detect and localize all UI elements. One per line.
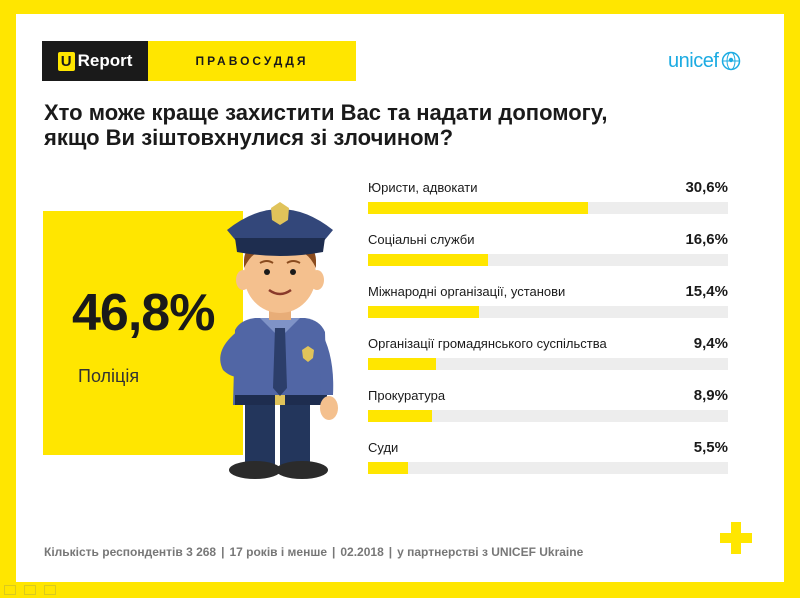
- unicef-logo: unicef: [668, 46, 741, 76]
- bar-label: Суди: [368, 440, 399, 455]
- bar-value-label: 16,6%: [685, 231, 728, 248]
- bar-track: [368, 202, 728, 214]
- bar-track: [368, 462, 728, 474]
- footer-separator: |: [221, 545, 225, 559]
- bar-track: [368, 410, 728, 422]
- page-title: Хто може краще захистити Вас та надати д…: [44, 100, 724, 150]
- bar: [368, 462, 408, 474]
- bar-track: [368, 254, 728, 266]
- footer-partner: у партнерстві з UNICEF Ukraine: [397, 545, 584, 559]
- bar-row: Прокуратура 8,9%: [368, 387, 728, 428]
- title-line-1: Хто може краще захистити Вас та надати д…: [44, 100, 608, 125]
- footer-date: 02.2018: [340, 545, 384, 559]
- footer: Кількість респондентів 3 268 | 17 років і …: [44, 545, 583, 559]
- footer-separator: |: [388, 545, 393, 559]
- bar-label: Прокуратура: [368, 388, 446, 403]
- bar: [368, 410, 432, 422]
- bar-track: [368, 358, 728, 370]
- bar-value-label: 9,4%: [693, 335, 728, 352]
- bar: [368, 306, 479, 318]
- bar-label: Організації громадянського суспільства: [368, 336, 607, 351]
- bar-row: Суди 5,5%: [368, 439, 728, 480]
- globe-icon: [722, 51, 741, 71]
- ureport-logo[interactable]: U Report: [42, 41, 148, 81]
- highlight-value: 46,8%: [72, 284, 215, 342]
- highlight-box: [43, 211, 243, 455]
- bar-value-label: 15,4%: [685, 283, 728, 300]
- slide-control-icon[interactable]: [24, 585, 36, 595]
- unicef-wordmark: unicef: [668, 49, 719, 72]
- bar-track: [368, 306, 728, 318]
- bar-row: Організації громадянського суспільства 9,…: [368, 335, 728, 376]
- slide-control-icon[interactable]: [44, 585, 56, 595]
- bar: [368, 358, 436, 370]
- bar-row: Юристи, адвокати 30,6%: [368, 179, 728, 220]
- title-line-2: якщо Ви зіштовхнулися зі злочином?: [44, 125, 454, 150]
- highlight-label: Поліція: [78, 366, 140, 386]
- bar-value-label: 5,5%: [693, 439, 728, 456]
- police-officer-illustration: [220, 202, 338, 479]
- footer-separator: |: [332, 545, 336, 559]
- plus-icon: [720, 522, 752, 554]
- footer-age: 17 років і менше: [229, 545, 328, 559]
- footer-respondents: Кількість респондентів 3 268: [44, 545, 217, 559]
- bar-label: Міжнародні організації, установи: [368, 284, 566, 299]
- slide-control-icon[interactable]: [4, 585, 16, 595]
- bar-row: Міжнародні організації, установи 15,4%: [368, 283, 728, 324]
- bar-label: Соціальні служби: [368, 232, 475, 247]
- bar-value-label: 30,6%: [685, 179, 728, 196]
- section-label: ПРАВОСУДДЯ: [148, 41, 356, 81]
- bar-value-label: 8,9%: [693, 387, 728, 404]
- ureport-logo-text: Report: [77, 51, 133, 70]
- bar-row: Соціальні служби 16,6%: [368, 231, 728, 272]
- header-bar: U Report ПРАВОСУДДЯ: [42, 41, 356, 81]
- ureport-logo-mark: U: [57, 51, 75, 71]
- slide-controls: [4, 585, 74, 595]
- bar-label: Юристи, адвокати: [368, 180, 478, 195]
- bar: [368, 202, 588, 214]
- bar: [368, 254, 488, 266]
